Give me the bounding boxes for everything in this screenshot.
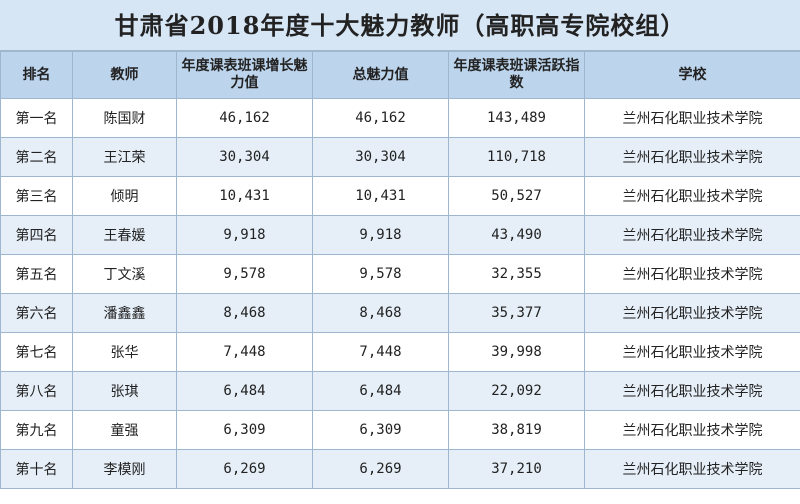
school-cell: 兰州石化职业技术学院 (584, 410, 800, 450)
total-cell: 6,269 (312, 449, 449, 489)
rank-cell: 第七名 (0, 332, 73, 372)
table-row: 第八名 张琪 6,484 6,484 22,092 兰州石化职业技术学院 (0, 371, 800, 411)
teacher-cell: 陈国财 (72, 98, 177, 138)
active-cell: 22,092 (448, 371, 585, 411)
growth-cell: 6,269 (176, 449, 313, 489)
school-cell: 兰州石化职业技术学院 (584, 371, 800, 411)
rank-cell: 第六名 (0, 293, 73, 333)
page-title: 甘肃省2018年度十大魅力教师（高职高专院校组） (0, 0, 800, 51)
active-cell: 110,718 (448, 137, 585, 177)
total-cell: 8,468 (312, 293, 449, 333)
growth-cell: 9,578 (176, 254, 313, 294)
total-cell: 30,304 (312, 137, 449, 177)
school-cell: 兰州石化职业技术学院 (584, 176, 800, 216)
growth-cell: 46,162 (176, 98, 313, 138)
teacher-cell: 王春媛 (72, 215, 177, 255)
total-cell: 6,484 (312, 371, 449, 411)
active-cell: 35,377 (448, 293, 585, 333)
teacher-cell: 李模刚 (72, 449, 177, 489)
teacher-cell: 张琪 (72, 371, 177, 411)
total-cell: 7,448 (312, 332, 449, 372)
table-row: 第九名 童强 6,309 6,309 38,819 兰州石化职业技术学院 (0, 410, 800, 450)
active-cell: 143,489 (448, 98, 585, 138)
school-cell: 兰州石化职业技术学院 (584, 449, 800, 489)
growth-cell: 6,484 (176, 371, 313, 411)
school-cell: 兰州石化职业技术学院 (584, 98, 800, 138)
rank-cell: 第八名 (0, 371, 73, 411)
column-header-teacher: 教师 (72, 51, 177, 99)
rank-cell: 第三名 (0, 176, 73, 216)
table-row: 第一名 陈国财 46,162 46,162 143,489 兰州石化职业技术学院 (0, 98, 800, 138)
table-row: 第十名 李模刚 6,269 6,269 37,210 兰州石化职业技术学院 (0, 449, 800, 489)
column-header-school: 学校 (584, 51, 800, 99)
rank-cell: 第二名 (0, 137, 73, 177)
growth-cell: 9,918 (176, 215, 313, 255)
active-cell: 37,210 (448, 449, 585, 489)
school-cell: 兰州石化职业技术学院 (584, 137, 800, 177)
column-header-active: 年度课表班课活跃指数 (448, 51, 585, 99)
school-cell: 兰州石化职业技术学院 (584, 254, 800, 294)
teacher-cell: 倾明 (72, 176, 177, 216)
active-cell: 38,819 (448, 410, 585, 450)
total-cell: 46,162 (312, 98, 449, 138)
table-row: 第六名 潘鑫鑫 8,468 8,468 35,377 兰州石化职业技术学院 (0, 293, 800, 333)
column-header-rank: 排名 (0, 51, 73, 99)
rank-cell: 第五名 (0, 254, 73, 294)
teacher-cell: 丁文溪 (72, 254, 177, 294)
rank-cell: 第十名 (0, 449, 73, 489)
table-header-row: 排名 教师 年度课表班课增长魅力值 总魅力值 年度课表班课活跃指数 学校 (0, 51, 800, 99)
school-cell: 兰州石化职业技术学院 (584, 215, 800, 255)
total-cell: 10,431 (312, 176, 449, 216)
total-cell: 6,309 (312, 410, 449, 450)
teacher-cell: 张华 (72, 332, 177, 372)
growth-cell: 10,431 (176, 176, 313, 216)
growth-cell: 7,448 (176, 332, 313, 372)
teacher-cell: 王江荣 (72, 137, 177, 177)
growth-cell: 6,309 (176, 410, 313, 450)
total-cell: 9,578 (312, 254, 449, 294)
table-row: 第五名 丁文溪 9,578 9,578 32,355 兰州石化职业技术学院 (0, 254, 800, 294)
active-cell: 32,355 (448, 254, 585, 294)
active-cell: 43,490 (448, 215, 585, 255)
column-header-total: 总魅力值 (312, 51, 449, 99)
table-row: 第四名 王春媛 9,918 9,918 43,490 兰州石化职业技术学院 (0, 215, 800, 255)
teacher-cell: 潘鑫鑫 (72, 293, 177, 333)
total-cell: 9,918 (312, 215, 449, 255)
teacher-cell: 童强 (72, 410, 177, 450)
growth-cell: 8,468 (176, 293, 313, 333)
ranking-table: 排名 教师 年度课表班课增长魅力值 总魅力值 年度课表班课活跃指数 学校 第一名… (0, 51, 800, 489)
rank-cell: 第四名 (0, 215, 73, 255)
school-cell: 兰州石化职业技术学院 (584, 293, 800, 333)
table-row: 第二名 王江荣 30,304 30,304 110,718 兰州石化职业技术学院 (0, 137, 800, 177)
school-cell: 兰州石化职业技术学院 (584, 332, 800, 372)
table-row: 第七名 张华 7,448 7,448 39,998 兰州石化职业技术学院 (0, 332, 800, 372)
active-cell: 50,527 (448, 176, 585, 216)
rank-cell: 第一名 (0, 98, 73, 138)
growth-cell: 30,304 (176, 137, 313, 177)
active-cell: 39,998 (448, 332, 585, 372)
rank-cell: 第九名 (0, 410, 73, 450)
column-header-growth: 年度课表班课增长魅力值 (176, 51, 313, 99)
table-row: 第三名 倾明 10,431 10,431 50,527 兰州石化职业技术学院 (0, 176, 800, 216)
